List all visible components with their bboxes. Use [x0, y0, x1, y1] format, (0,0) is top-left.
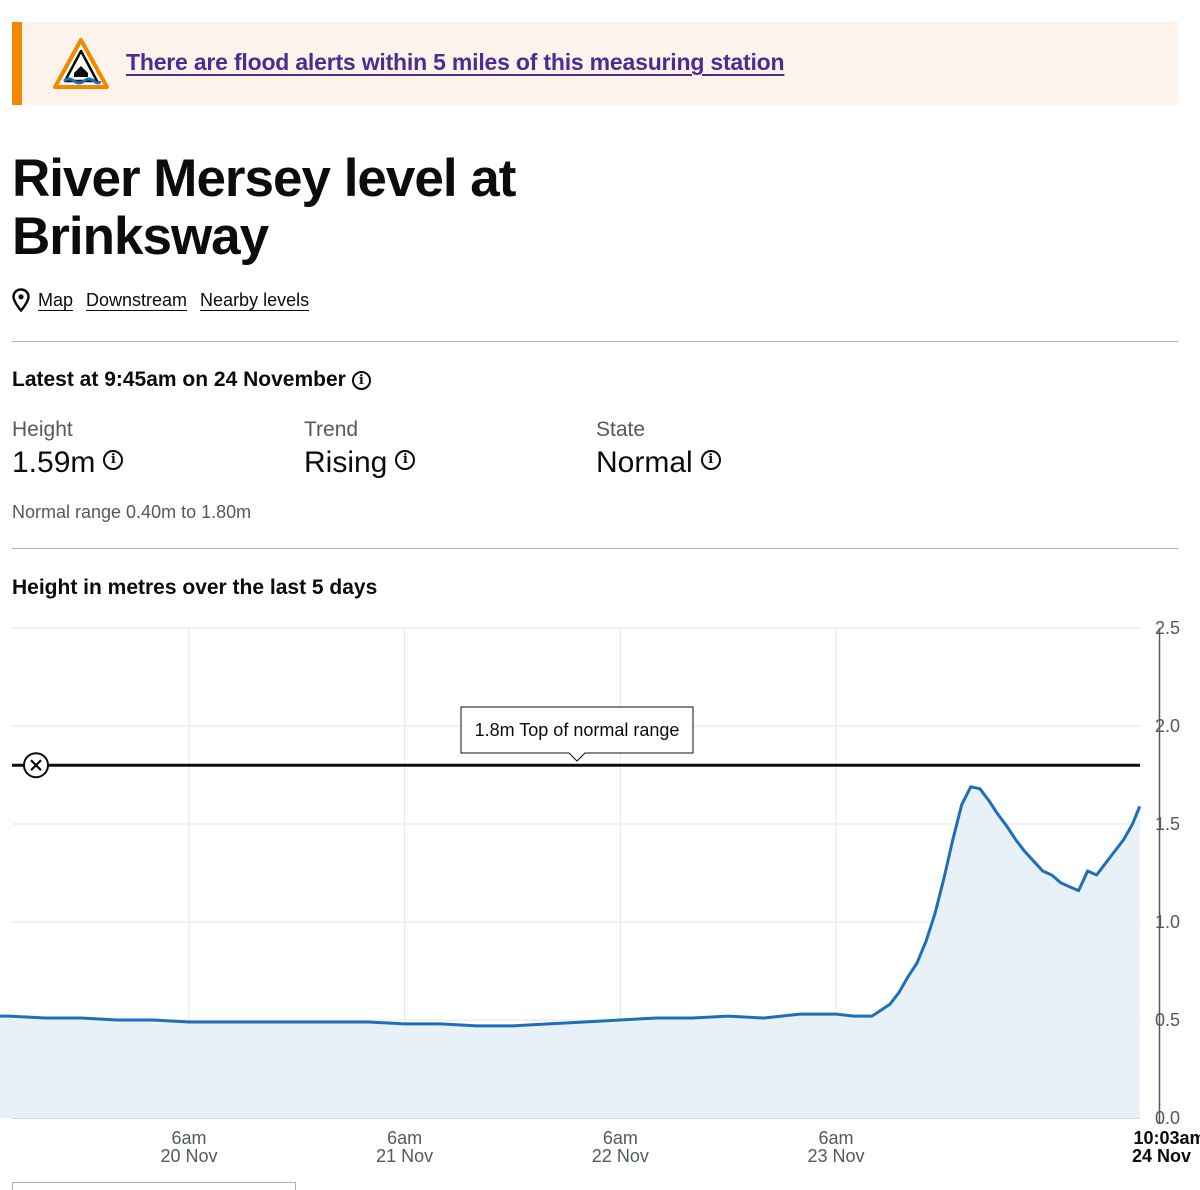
y-tick-label: 1.5 [1155, 814, 1180, 834]
trend-label: Trend [304, 418, 359, 441]
y-tick-label: 0.0 [1155, 1108, 1180, 1128]
trend-metric: Trend Rising i [304, 418, 416, 480]
map-link[interactable]: Map [38, 289, 74, 310]
y-tick-label: 2.5 [1155, 618, 1180, 638]
x-tick-date: 23 Nov [807, 1146, 864, 1166]
series-line [0, 785, 1142, 1028]
latest-reading-heading: Latest at 9:45am on 24 November i [12, 368, 371, 392]
chart-controls-box [12, 1182, 296, 1190]
close-icon [30, 759, 42, 771]
threshold-label: 1.8m Top of normal range [475, 720, 680, 740]
x-tick-date: 24 Nov [1132, 1146, 1191, 1166]
flood-alerts-link[interactable]: There are flood alerts within 5 miles of… [126, 49, 785, 75]
map-pin-icon [12, 288, 30, 312]
series-area [0, 786, 1140, 1118]
y-tick-label: 2.0 [1155, 716, 1180, 736]
state-label: State [596, 418, 646, 441]
nearby-levels-link[interactable]: Nearby levels [200, 289, 310, 310]
flood-alert-banner: There are flood alerts within 5 miles of… [12, 22, 1178, 105]
chart-title: Height in metres over the last 5 days [12, 576, 378, 599]
page-title: River Mersey level at Brinksway [12, 149, 516, 266]
y-tick-label: 1.0 [1155, 912, 1180, 932]
state-info-icon[interactable]: i [700, 450, 721, 470]
state-value: Normal [596, 446, 693, 479]
downstream-link[interactable]: Downstream [86, 289, 188, 310]
x-tick-date: 21 Nov [376, 1146, 433, 1166]
normal-range-text: Normal range 0.40m to 1.80m [12, 502, 252, 522]
station-links: Map Downstream Nearby levels [12, 288, 322, 312]
threshold-annotation-box [460, 706, 694, 762]
info-icon[interactable]: i [351, 370, 371, 390]
trend-value: Rising [304, 446, 388, 479]
height-info-icon[interactable]: i [103, 450, 124, 470]
height-metric: Height 1.59m i [12, 418, 124, 480]
flood-warning-icon [53, 38, 109, 89]
height-label: Height [12, 418, 73, 441]
x-tick-time: 6am [818, 1128, 853, 1148]
x-tick-date: 22 Nov [592, 1146, 649, 1166]
y-tick-label: 0.5 [1155, 1010, 1180, 1030]
x-tick-time: 10:03am [1133, 1128, 1200, 1148]
x-tick-date: 20 Nov [160, 1146, 217, 1166]
x-tick-time: 6am [171, 1128, 206, 1148]
state-metric: State Normal i [596, 418, 721, 480]
x-tick-time: 6am [387, 1128, 422, 1148]
trend-info-icon[interactable]: i [395, 450, 416, 470]
height-value: 1.59m [12, 446, 96, 479]
latest-heading-text: Latest at 9:45am on 24 November [12, 368, 346, 391]
divider [12, 548, 1178, 549]
level-chart[interactable]: 0.0 0.5 1.0 1.5 2.0 2.5 6am 20 Nov 6am 21 Nov 6am 2… [0, 610, 1200, 1190]
x-tick-time: 6am [603, 1128, 638, 1148]
divider [12, 341, 1178, 342]
